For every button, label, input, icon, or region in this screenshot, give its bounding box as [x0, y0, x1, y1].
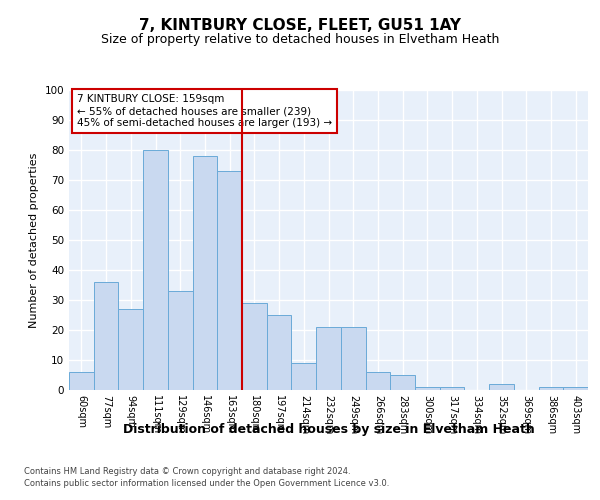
Bar — [292, 363, 316, 390]
Bar — [489, 384, 514, 390]
Y-axis label: Number of detached properties: Number of detached properties — [29, 152, 39, 328]
Bar — [193, 156, 217, 390]
Bar — [118, 309, 143, 390]
Bar — [341, 327, 365, 390]
Bar — [539, 387, 563, 390]
Bar — [415, 387, 440, 390]
Bar — [217, 171, 242, 390]
Bar — [390, 375, 415, 390]
Text: Contains HM Land Registry data © Crown copyright and database right 2024.: Contains HM Land Registry data © Crown c… — [24, 468, 350, 476]
Text: 7 KINTBURY CLOSE: 159sqm
← 55% of detached houses are smaller (239)
45% of semi-: 7 KINTBURY CLOSE: 159sqm ← 55% of detach… — [77, 94, 332, 128]
Bar — [94, 282, 118, 390]
Bar — [143, 150, 168, 390]
Bar — [69, 372, 94, 390]
Bar — [242, 303, 267, 390]
Bar — [365, 372, 390, 390]
Bar — [168, 291, 193, 390]
Bar — [440, 387, 464, 390]
Bar — [267, 315, 292, 390]
Bar — [316, 327, 341, 390]
Bar — [563, 387, 588, 390]
Text: Size of property relative to detached houses in Elvetham Heath: Size of property relative to detached ho… — [101, 32, 499, 46]
Text: Contains public sector information licensed under the Open Government Licence v3: Contains public sector information licen… — [24, 479, 389, 488]
Text: 7, KINTBURY CLOSE, FLEET, GU51 1AY: 7, KINTBURY CLOSE, FLEET, GU51 1AY — [139, 18, 461, 32]
Text: Distribution of detached houses by size in Elvetham Heath: Distribution of detached houses by size … — [123, 422, 535, 436]
